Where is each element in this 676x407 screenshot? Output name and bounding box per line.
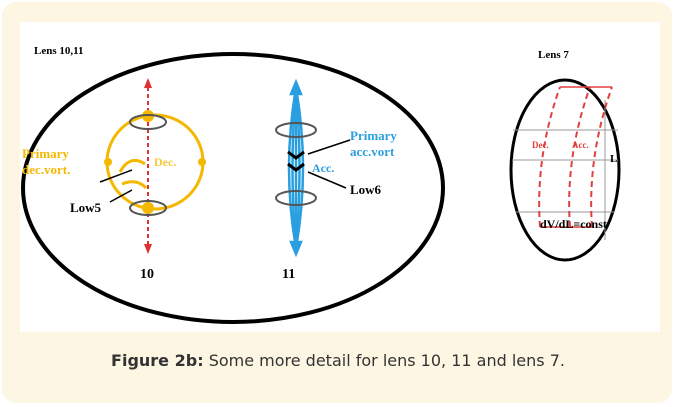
right-title: Lens 7 [538, 49, 569, 61]
lens-10-11-outline [21, 52, 445, 324]
label-low6: Low6 [350, 182, 382, 197]
label-primary-acc-1: Primary [350, 128, 397, 143]
label-dec: Dec. [154, 155, 176, 169]
label-10: 10 [140, 267, 154, 282]
lens-7-outline [509, 78, 621, 262]
figure-image: Lens 10,11 Primary dec.vort. Dec. Low5 P… [20, 22, 660, 332]
caption-label: Figure 2b: [111, 351, 204, 370]
label-low5: Low5 [70, 200, 102, 215]
lens-7-acc: Acc. [572, 140, 589, 150]
lens-7-formula: dV/dL=const [540, 217, 607, 231]
left-title: Lens 10,11 [34, 45, 84, 57]
label-acc: Acc. [312, 161, 334, 175]
label-primary-dec-2: dec.vort. [22, 162, 70, 177]
caption-text: Some more detail for lens 10, 11 and len… [208, 351, 565, 370]
lens-7-dec: Dec. [532, 140, 549, 150]
label-11: 11 [282, 267, 295, 282]
lens-11-diagram [275, 78, 351, 258]
lens-7-diagram [512, 86, 618, 240]
caption: Figure 2b: Some more detail for lens 10,… [0, 351, 676, 370]
lens-10-diagram [99, 78, 206, 254]
image-bg [20, 22, 660, 332]
label-primary-acc-2: acc.vort [350, 144, 395, 159]
label-primary-dec-1: Primary [22, 146, 69, 161]
lens-7-L: L [610, 153, 617, 165]
